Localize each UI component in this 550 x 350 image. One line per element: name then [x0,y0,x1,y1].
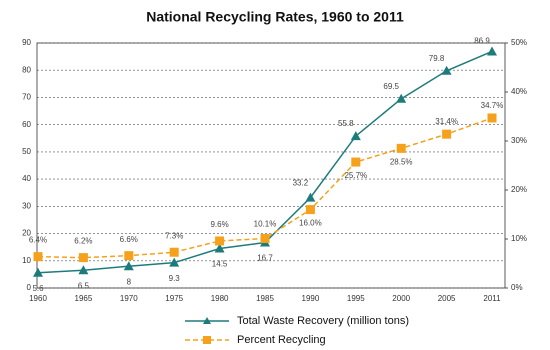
data-label: 34.7% [481,101,504,110]
y-tick-label: 90 [22,38,31,47]
data-label: 16.7 [257,254,273,263]
marker [487,46,497,56]
data-label: 79.8 [429,54,445,63]
data-label: 5.6 [32,284,44,293]
marker [169,247,179,257]
data-label: 16.0% [299,219,322,228]
marker [305,192,316,202]
y-tick-label: 0 [27,283,32,292]
data-label: 6.5 [78,281,90,290]
y-tick-label: 80 [22,65,31,74]
data-label: 55.8 [338,119,354,128]
y2-tick-label: 0% [511,283,523,292]
data-label: 33.2 [293,179,309,188]
data-label: 69.5 [383,82,399,91]
y-tick-label: 20 [22,229,31,238]
marker [124,251,134,261]
data-label: 7.3% [165,231,183,240]
x-tick-label: 2011 [483,294,501,303]
y-tick-label: 10 [22,256,31,265]
marker [260,234,270,244]
marker [215,236,225,246]
y-tick-label: 50 [22,147,31,156]
data-label: 6.4% [29,236,47,245]
legend-marker [203,317,211,324]
y2-tick-label: 50% [511,38,527,47]
legend-marker [203,336,211,344]
data-label: 25.7% [344,171,367,180]
chart-title: National Recycling Rates, 1960 to 2011 [146,9,404,25]
data-label: 86.9 [474,37,490,46]
marker [169,257,180,267]
marker [396,143,406,153]
x-tick-label: 2000 [392,294,410,303]
data-label: 9.3 [169,274,181,283]
y2-tick-label: 10% [511,234,527,243]
marker [78,253,88,263]
x-tick-label: 1960 [29,294,47,303]
x-tick-label: 1970 [120,294,138,303]
marker [305,205,315,215]
marker [123,261,134,271]
y2-tick-label: 40% [511,87,527,96]
data-label: 31.4% [435,117,458,126]
marker [350,131,361,141]
x-tick-label: 1990 [302,294,320,303]
y-tick-label: 40 [22,174,31,183]
marker [351,157,361,167]
data-label: 6.6% [120,235,138,244]
y-tick-label: 70 [22,93,31,102]
data-label: 9.6% [210,220,228,229]
x-tick-label: 2005 [438,294,456,303]
x-tick-label: 1975 [165,294,183,303]
x-tick-label: 1980 [211,294,229,303]
legend-label: Percent Recycling [237,334,326,346]
marker [214,243,225,253]
y-tick-label: 30 [22,201,31,210]
x-tick-label: 1965 [75,294,93,303]
marker [33,267,43,277]
data-label: 6.2% [74,237,92,246]
plot-frame [36,42,506,289]
x-tick-label: 1995 [347,294,365,303]
marker [441,65,452,75]
x-tick-label: 1985 [256,294,274,303]
legend-label: Total Waste Recovery (million tons) [237,315,409,327]
y-tick-label: 60 [22,120,31,129]
data-label: 28.5% [390,157,413,166]
marker [396,93,407,103]
data-label: 14.5 [212,260,228,269]
y2-tick-label: 30% [511,136,527,145]
data-label: 8 [127,277,132,286]
marker [78,265,89,275]
marker [33,252,43,262]
data-label: 10.1% [254,220,277,229]
marker [487,113,497,123]
y2-tick-label: 20% [511,185,527,194]
marker [442,129,452,139]
